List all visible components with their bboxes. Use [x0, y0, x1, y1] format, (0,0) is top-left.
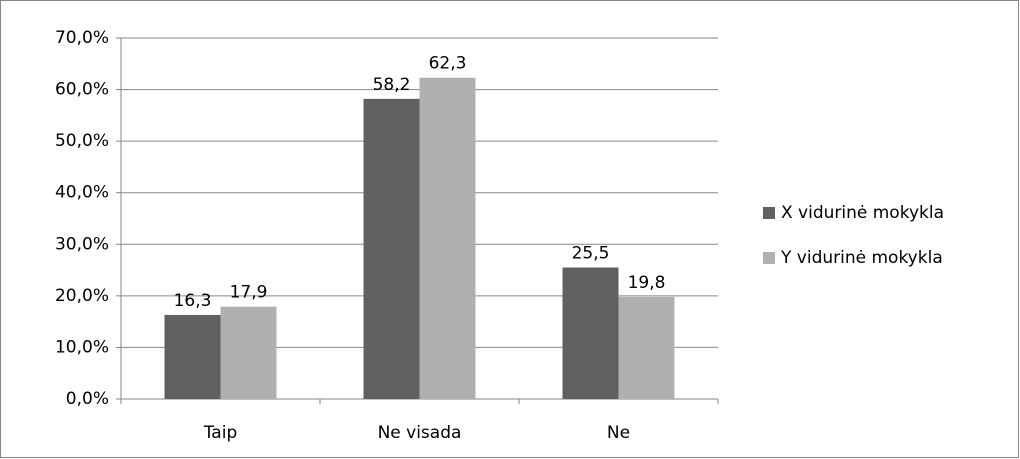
y-tick-label: 60,0% [55, 80, 109, 100]
bar [419, 77, 476, 400]
bar [164, 314, 221, 399]
x-tick-label: Taip [203, 423, 238, 443]
data-label: 25,5 [572, 243, 610, 263]
bar [220, 306, 277, 399]
legend-swatch [763, 252, 775, 264]
x-tick-label: Ne visada [378, 423, 462, 443]
y-tick-label: 30,0% [55, 234, 109, 254]
y-tick-label: 0,0% [66, 389, 109, 409]
y-tick-label: 70,0% [55, 28, 109, 48]
y-tick-label: 50,0% [55, 131, 109, 151]
bar [363, 98, 420, 400]
x-tick-label: Ne [607, 423, 630, 443]
legend-label: X vidurinė mokykla [781, 203, 944, 223]
data-label: 62,3 [429, 54, 467, 74]
legend-label: Y vidurinė mokykla [780, 248, 943, 268]
data-label: 17,9 [230, 283, 268, 303]
y-tick-label: 20,0% [55, 286, 109, 306]
bar [562, 267, 619, 399]
data-label: 19,8 [628, 273, 666, 293]
legend-swatch [763, 207, 775, 219]
y-tick-label: 10,0% [55, 337, 109, 357]
data-label: 16,3 [174, 291, 212, 311]
y-tick-label: 40,0% [55, 183, 109, 203]
bar [618, 296, 675, 399]
data-label: 58,2 [373, 75, 411, 95]
